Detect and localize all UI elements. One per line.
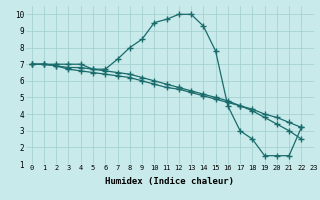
X-axis label: Humidex (Indice chaleur): Humidex (Indice chaleur)	[105, 177, 234, 186]
